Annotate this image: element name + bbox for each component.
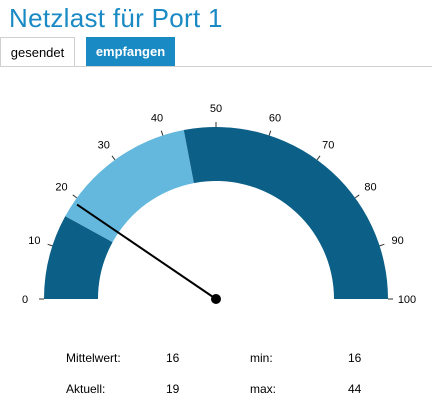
mittelwert-label: Mittelwert: [66,351,121,365]
gauge-tick-label-7: 70 [322,139,334,151]
aktuell-value: 19 [166,382,180,396]
min-value: 16 [348,351,362,365]
network-load-gauge: 0 10 20 30 40 50 60 70 80 90 100 [22,103,416,306]
aktuell-label: Aktuell: [66,382,106,396]
gauge-tick-label-5: 50 [210,103,222,115]
gauge-tick-2 [72,194,78,199]
gauge-needle-pivot [211,294,221,304]
gauge-needle [76,203,217,300]
gauge-tick-7 [316,155,321,161]
mittelwert-value: 16 [166,351,180,365]
gauge-tick-9 [379,243,385,247]
max-label: max: [250,382,277,396]
tab-empfangen[interactable]: empfangen [86,37,175,66]
gauge-tick-1 [47,243,53,247]
gauge-band-1 [65,130,194,243]
min-label: min: [250,351,273,365]
gauge-tick-label-3: 30 [98,139,110,151]
gauge-tick-label-9: 90 [392,235,404,247]
tab-gesendet[interactable]: gesendet [0,37,75,67]
gauge-tick-label-8: 80 [364,182,376,194]
gauge-tick-4 [160,130,164,136]
tabs-divider [0,66,432,67]
gauge-tick-label-6: 60 [269,112,281,124]
gauge-tick-label-10: 100 [398,294,416,306]
gauge-tick-6 [268,130,272,136]
gauge-tick-label-2: 20 [55,182,67,194]
gauge-band-2 [183,127,388,300]
page-title: Netzlast für Port 1 [9,3,223,33]
gauge-tick-3 [111,155,116,161]
max-value: 44 [348,382,362,396]
gauge-band-0 [44,216,113,299]
gauge-tick-label-0: 0 [22,294,28,306]
gauge-tick-8 [354,194,360,199]
gauge-tick-label-4: 40 [151,112,163,124]
gauge-tick-label-1: 10 [28,235,40,247]
